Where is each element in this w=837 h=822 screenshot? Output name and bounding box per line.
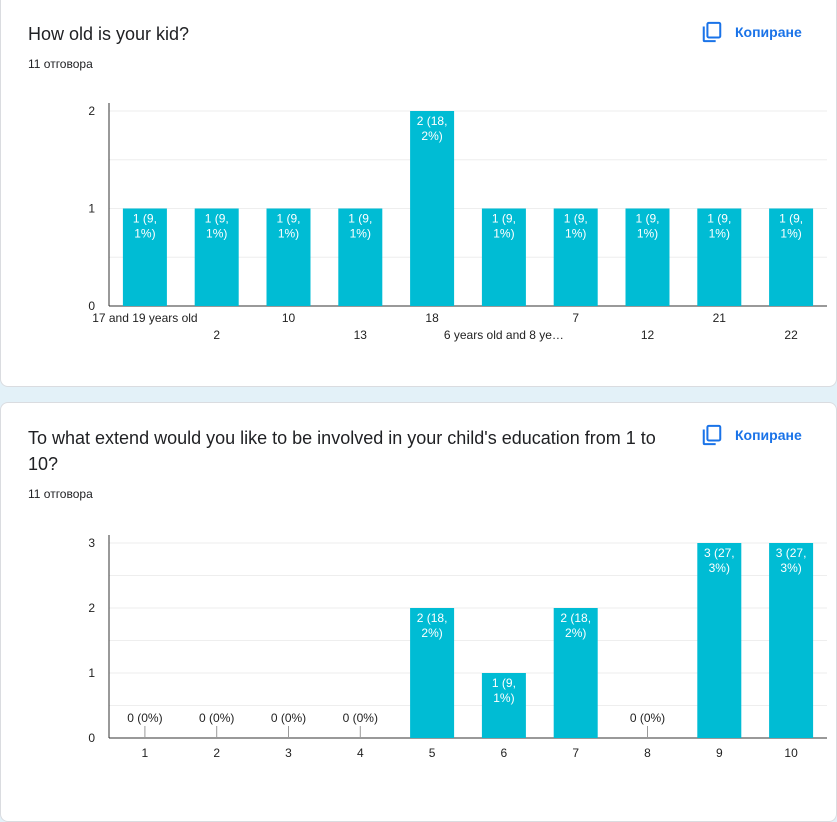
data-label: 1 (9,	[205, 212, 229, 226]
question-title: How old is your kid?	[28, 24, 190, 44]
bar	[481, 673, 526, 738]
category-label: 12	[641, 328, 655, 342]
y-tick-label: 2	[88, 601, 95, 615]
copy-icon	[702, 21, 722, 43]
question-card: To what extend would you like to be invo…	[0, 402, 837, 822]
data-label: 2%)	[421, 129, 442, 143]
category-label: 6	[501, 746, 508, 760]
data-label: 2 (18,	[417, 611, 448, 625]
category-label: 7	[572, 311, 579, 325]
data-label: 1%)	[565, 227, 586, 241]
copy-label: Копиране	[735, 24, 802, 40]
bar	[697, 208, 742, 306]
data-label: 2 (18,	[560, 611, 591, 625]
data-label: 2 (18,	[417, 114, 448, 128]
data-label: 1%)	[206, 227, 227, 241]
data-label: 1%)	[278, 227, 299, 241]
bar	[122, 208, 167, 306]
category-label: 5	[429, 746, 436, 760]
copy-button[interactable]: Копиране	[701, 21, 802, 43]
data-label: 1 (9,	[492, 676, 516, 690]
data-label: 1%)	[637, 227, 658, 241]
y-tick-label: 1	[88, 202, 95, 216]
data-label: 1%)	[134, 227, 155, 241]
category-label: 7	[572, 746, 579, 760]
data-label: 1 (9,	[779, 212, 803, 226]
y-tick-label: 0	[88, 731, 95, 745]
bar	[338, 208, 383, 306]
bar	[625, 208, 670, 306]
category-label: 6 years old and 8 ye…	[444, 328, 564, 342]
category-label: 17 and 19 years old	[92, 311, 197, 325]
category-label: 18	[425, 311, 439, 325]
category-label: 2	[213, 746, 220, 760]
response-count: 11 отговора	[28, 57, 93, 71]
data-label: 1 (9,	[492, 212, 516, 226]
bar	[553, 608, 598, 738]
category-label: 10	[784, 746, 798, 760]
data-label: 3 (27,	[704, 546, 735, 560]
y-tick-label: 3	[88, 536, 95, 550]
bar	[410, 111, 455, 306]
category-label: 13	[354, 328, 368, 342]
bar	[481, 208, 526, 306]
bar	[410, 608, 455, 738]
data-label: 0 (0%)	[199, 711, 234, 725]
data-label: 0 (0%)	[630, 711, 665, 725]
data-label: 1%)	[709, 227, 730, 241]
copy-button[interactable]: Копиране	[701, 424, 802, 446]
data-label: 2%)	[565, 626, 586, 640]
category-label: 1	[142, 746, 149, 760]
data-label: 1 (9,	[133, 212, 157, 226]
bar	[553, 208, 598, 306]
data-label: 0 (0%)	[343, 711, 378, 725]
data-label: 3%)	[709, 561, 730, 575]
data-label: 2%)	[421, 626, 442, 640]
data-label: 0 (0%)	[127, 711, 162, 725]
copy-icon	[702, 424, 722, 446]
data-label: 1 (9,	[348, 212, 372, 226]
copy-label: Копиране	[735, 427, 802, 443]
data-label: 1 (9,	[635, 212, 659, 226]
y-tick-label: 0	[88, 299, 95, 313]
data-label: 3 (27,	[776, 546, 807, 560]
data-label: 1%)	[493, 691, 514, 705]
question-card: How old is your kid? 11 отговора Копиран…	[0, 0, 837, 387]
y-tick-label: 2	[88, 104, 95, 118]
bar	[769, 543, 814, 738]
y-tick-label: 1	[88, 666, 95, 680]
data-label: 0 (0%)	[271, 711, 306, 725]
bar	[266, 208, 311, 306]
data-label: 3%)	[780, 561, 801, 575]
data-label: 1 (9,	[276, 212, 300, 226]
bar	[194, 208, 239, 306]
category-label: 22	[784, 328, 798, 342]
response-count: 11 отговора	[28, 487, 93, 501]
data-label: 1%)	[350, 227, 371, 241]
category-label: 3	[285, 746, 292, 760]
data-label: 1 (9,	[707, 212, 731, 226]
data-label: 1%)	[493, 227, 514, 241]
category-label: 21	[713, 311, 727, 325]
data-label: 1 (9,	[564, 212, 588, 226]
category-label: 10	[282, 311, 296, 325]
bar	[697, 543, 742, 738]
category-label: 2	[213, 328, 220, 342]
bar	[769, 208, 814, 306]
question-title: To what extend would you like to be invo…	[28, 428, 656, 474]
category-label: 4	[357, 746, 364, 760]
data-label: 1%)	[780, 227, 801, 241]
category-label: 8	[644, 746, 651, 760]
category-label: 9	[716, 746, 723, 760]
